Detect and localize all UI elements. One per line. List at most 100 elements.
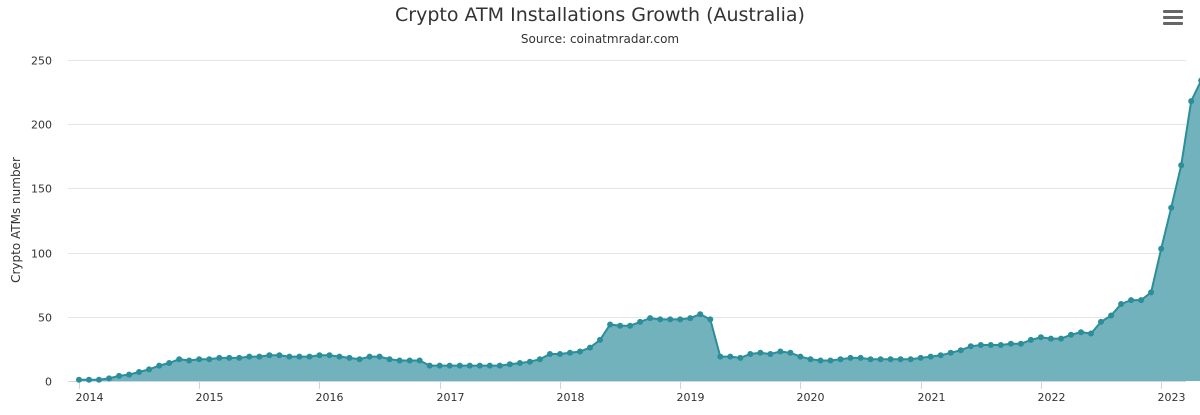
- data-point[interactable]: [607, 321, 614, 328]
- data-point[interactable]: [737, 354, 744, 361]
- data-point[interactable]: [847, 354, 854, 361]
- data-point[interactable]: [687, 315, 694, 322]
- data-point[interactable]: [516, 360, 523, 366]
- data-point[interactable]: [1078, 329, 1084, 336]
- data-point[interactable]: [887, 356, 894, 363]
- data-point[interactable]: [316, 352, 323, 359]
- data-point[interactable]: [747, 351, 754, 357]
- data-point[interactable]: [1017, 340, 1024, 347]
- data-point[interactable]: [697, 311, 704, 318]
- data-point[interactable]: [156, 362, 163, 369]
- data-point[interactable]: [657, 316, 664, 323]
- data-point[interactable]: [1158, 245, 1165, 252]
- data-point[interactable]: [1178, 162, 1185, 169]
- data-point[interactable]: [536, 356, 543, 363]
- data-point[interactable]: [376, 353, 383, 360]
- data-point[interactable]: [1118, 301, 1125, 307]
- data-point[interactable]: [1188, 98, 1195, 105]
- data-point[interactable]: [346, 354, 353, 361]
- data-point[interactable]: [426, 362, 433, 369]
- data-point[interactable]: [236, 354, 243, 361]
- data-point[interactable]: [797, 353, 804, 360]
- data-point[interactable]: [567, 349, 573, 356]
- data-point[interactable]: [326, 352, 333, 359]
- data-point[interactable]: [526, 358, 533, 365]
- data-point[interactable]: [126, 371, 133, 378]
- data-point[interactable]: [466, 362, 473, 369]
- data-point[interactable]: [917, 354, 924, 361]
- data-point[interactable]: [627, 322, 634, 329]
- data-point[interactable]: [557, 351, 563, 357]
- data-point[interactable]: [637, 318, 644, 325]
- data-point[interactable]: [416, 357, 423, 364]
- data-point[interactable]: [306, 353, 313, 360]
- data-point[interactable]: [867, 356, 874, 363]
- data-point[interactable]: [1058, 335, 1064, 342]
- data-point[interactable]: [476, 362, 483, 369]
- data-point[interactable]: [1088, 330, 1094, 337]
- data-point[interactable]: [436, 362, 443, 369]
- data-point[interactable]: [226, 354, 233, 361]
- data-point[interactable]: [76, 376, 82, 383]
- data-point[interactable]: [336, 353, 343, 360]
- data-point[interactable]: [266, 352, 273, 359]
- data-point[interactable]: [496, 362, 503, 369]
- data-point[interactable]: [1138, 297, 1145, 304]
- data-point[interactable]: [667, 316, 674, 323]
- data-point[interactable]: [897, 356, 904, 363]
- data-point[interactable]: [296, 353, 303, 360]
- data-point[interactable]: [997, 342, 1004, 348]
- data-point[interactable]: [1148, 289, 1155, 296]
- data-point[interactable]: [957, 347, 964, 354]
- data-point[interactable]: [877, 356, 884, 363]
- data-point[interactable]: [717, 353, 724, 360]
- data-point[interactable]: [817, 357, 824, 364]
- data-point[interactable]: [977, 342, 984, 348]
- data-point[interactable]: [1108, 312, 1115, 319]
- data-point[interactable]: [837, 356, 844, 363]
- data-point[interactable]: [787, 349, 794, 356]
- data-point[interactable]: [927, 353, 934, 360]
- data-point[interactable]: [1128, 297, 1135, 304]
- data-point[interactable]: [276, 352, 283, 359]
- data-point[interactable]: [486, 362, 493, 369]
- data-point[interactable]: [1027, 336, 1034, 343]
- data-point[interactable]: [777, 348, 784, 355]
- data-point[interactable]: [176, 356, 183, 363]
- data-point[interactable]: [136, 369, 143, 375]
- data-point[interactable]: [386, 356, 393, 363]
- data-point[interactable]: [707, 316, 714, 323]
- data-point[interactable]: [146, 366, 153, 373]
- data-point[interactable]: [116, 372, 123, 379]
- data-point[interactable]: [587, 344, 593, 351]
- data-point[interactable]: [216, 354, 223, 361]
- data-point[interactable]: [1047, 335, 1054, 342]
- data-point[interactable]: [456, 362, 463, 369]
- data-point[interactable]: [546, 351, 553, 357]
- data-point[interactable]: [446, 362, 453, 369]
- data-point[interactable]: [406, 357, 413, 364]
- data-point[interactable]: [86, 376, 92, 383]
- data-point[interactable]: [1007, 340, 1014, 347]
- data-point[interactable]: [186, 357, 193, 364]
- data-point[interactable]: [857, 354, 864, 361]
- data-point[interactable]: [396, 357, 403, 364]
- data-point[interactable]: [206, 356, 213, 363]
- data-point[interactable]: [767, 351, 774, 357]
- data-point[interactable]: [807, 356, 814, 363]
- data-point[interactable]: [757, 349, 764, 356]
- data-point[interactable]: [727, 353, 734, 360]
- data-point[interactable]: [256, 353, 263, 360]
- data-point[interactable]: [967, 343, 974, 350]
- data-point[interactable]: [356, 356, 363, 363]
- data-point[interactable]: [196, 356, 203, 363]
- data-point[interactable]: [677, 316, 684, 323]
- data-point[interactable]: [827, 357, 834, 364]
- data-point[interactable]: [987, 342, 994, 348]
- data-point[interactable]: [937, 352, 944, 359]
- data-point[interactable]: [366, 353, 373, 360]
- data-point[interactable]: [96, 376, 102, 383]
- data-point[interactable]: [1037, 334, 1044, 341]
- data-point[interactable]: [286, 353, 293, 360]
- data-point[interactable]: [647, 315, 654, 322]
